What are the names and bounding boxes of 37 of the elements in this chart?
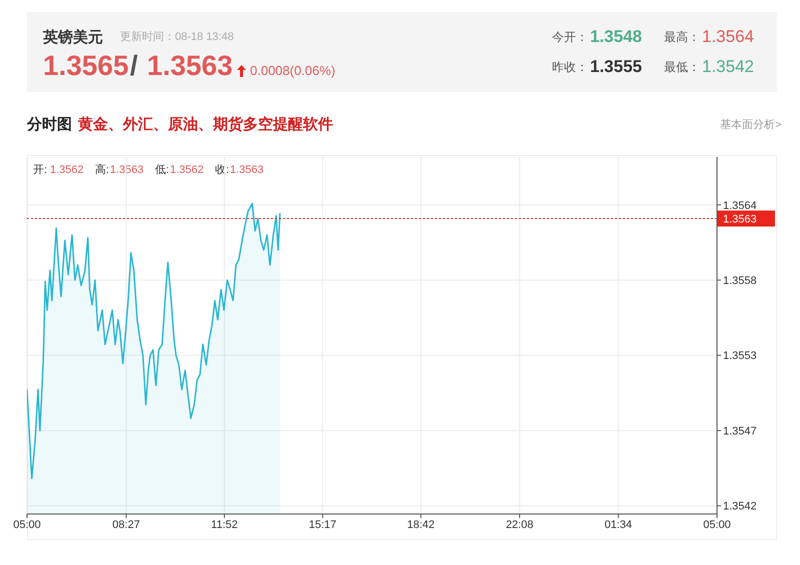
annotation: 低: <box>155 164 170 176</box>
text: 最低： <box>664 60 700 74</box>
annotation: 1.3562 <box>170 164 204 176</box>
x-tick-label: 01:34 <box>604 518 632 531</box>
annotation: 开: <box>33 164 48 176</box>
x-tick-label: 05:00 <box>13 518 41 531</box>
y-tick-label: 1.3542 <box>723 500 757 513</box>
annotation: 1.3563 <box>110 164 144 176</box>
annotation: 1.3562 <box>50 164 84 176</box>
chart-title: 英镑美元 <box>43 28 103 47</box>
text: 1.3565 <box>43 50 129 82</box>
x-tick-label: 15:17 <box>308 518 336 531</box>
x-tick-label: 08:27 <box>112 518 140 531</box>
x-tick-label: 22:08 <box>506 518 534 531</box>
x-tick-label: 18:42 <box>407 518 435 531</box>
text: 黄金、外汇、原油、期货多空提醒软件 <box>78 116 333 134</box>
annotation: 高: <box>95 164 110 176</box>
text: 昨收： <box>552 60 588 74</box>
y-tick-label: 1.3564 <box>723 200 757 212</box>
x-tick-label: 05:00 <box>703 518 731 531</box>
annotation: 1.3563 <box>230 164 264 176</box>
text: 今开： <box>552 30 588 44</box>
text: 最高： <box>664 30 700 44</box>
text: 1.3563 <box>147 50 233 82</box>
text: 更新时间：08-18 13:48 <box>120 31 234 44</box>
ref-line-label: 1.3563 <box>723 214 757 226</box>
text: 0.0008(0.06%) <box>250 63 336 78</box>
text: 分时图 <box>27 116 72 134</box>
x-tick-label: 11:52 <box>211 518 238 531</box>
y-tick-label: 1.3558 <box>723 275 757 288</box>
text: 1.3555 <box>590 57 642 77</box>
annotation: 收: <box>215 164 230 176</box>
text: 基本面分析> <box>720 119 782 132</box>
text: 1.3548 <box>590 27 642 47</box>
text: / <box>130 50 138 82</box>
y-tick-label: 1.3547 <box>723 425 757 438</box>
y-tick-label: 1.3553 <box>723 350 757 362</box>
